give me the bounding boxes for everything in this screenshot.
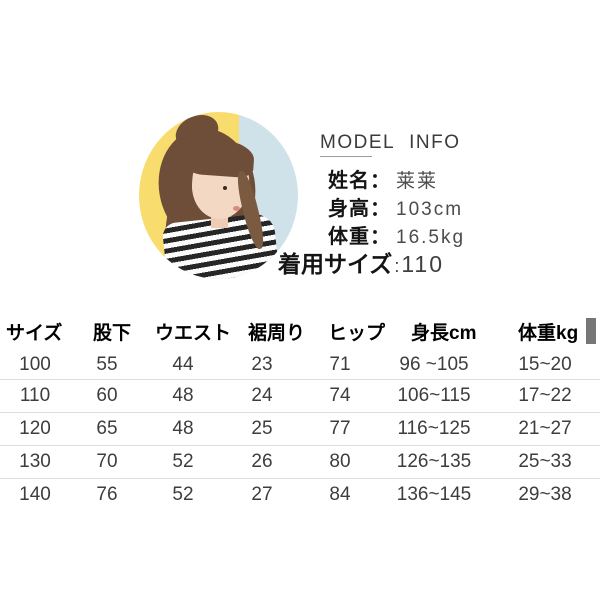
weight-value: 16.5kg xyxy=(396,227,466,248)
cell: 25~33 xyxy=(490,445,600,479)
model-info-underline xyxy=(320,156,372,157)
col-header-size: サイズ xyxy=(6,322,63,344)
cell: 80 xyxy=(302,445,378,479)
cell: 29~38 xyxy=(518,483,572,505)
cell: 21~27 xyxy=(490,412,600,446)
cell: 100 xyxy=(0,346,70,380)
cell: 26 xyxy=(222,445,302,479)
model-info-name-row: 姓名： 莱莱 xyxy=(328,164,438,192)
table-row: 130 70 52 26 80 126~135 25~33 xyxy=(0,445,600,479)
cell: 25 xyxy=(222,412,302,446)
cell: 110 xyxy=(0,379,70,413)
cell: 140 xyxy=(19,483,51,505)
table-header-row: サイズ 股下 ウエスト 裾周り ヒップ 身長cm 体重kg xyxy=(0,316,600,346)
name-label: 姓名： xyxy=(328,170,391,192)
cell: 116~125 xyxy=(378,412,490,446)
cell: 48 xyxy=(144,412,222,446)
table-row: 100 55 44 23 71 96 ~105 15~20 xyxy=(0,346,600,380)
cell: 74 xyxy=(302,379,378,413)
cell: 52 xyxy=(172,483,194,505)
table-row: 110 60 48 24 74 106~115 17~22 xyxy=(0,379,600,413)
cell: 106~115 xyxy=(378,379,490,413)
wear-size-row: 着用サイズ : 110 xyxy=(278,245,444,279)
cell: 77 xyxy=(302,412,378,446)
wear-size-label: 着用サイズ xyxy=(278,251,393,277)
cell: 23 xyxy=(222,346,302,380)
col-header-hem: 裾周り xyxy=(248,322,306,344)
cell: 130 xyxy=(0,445,70,479)
table-row: 140 76 52 27 84 136~145 29~38 xyxy=(0,478,600,511)
cell: 27 xyxy=(251,483,273,505)
model-info-height-row: 身高： 103cm xyxy=(328,192,463,220)
weight-label: 体重： xyxy=(328,226,391,248)
cell: 60 xyxy=(70,379,144,413)
model-photo xyxy=(139,112,298,279)
cell: 52 xyxy=(144,445,222,479)
wear-size-colon: : xyxy=(394,256,400,276)
cell: 15~20 xyxy=(490,346,600,380)
wear-size-value: 110 xyxy=(401,251,444,277)
cell: 76 xyxy=(96,483,118,505)
cell: 71 xyxy=(302,346,378,380)
model-info-weight-row: 体重： 16.5kg xyxy=(328,220,465,248)
cell: 136~145 xyxy=(396,483,472,505)
cell: 24 xyxy=(222,379,302,413)
cell: 126~135 xyxy=(378,445,490,479)
col-header-height: 身長cm xyxy=(411,322,477,344)
model-info-title: MODEL INFO xyxy=(320,132,461,153)
name-value: 莱莱 xyxy=(396,171,439,192)
cell: 48 xyxy=(144,379,222,413)
col-header-inseam: 股下 xyxy=(93,322,132,344)
col-header-hip: ヒップ xyxy=(328,322,386,344)
cell: 96 ~105 xyxy=(378,346,490,380)
cell: 17~22 xyxy=(490,379,600,413)
girl-mouth xyxy=(233,206,240,211)
cell: 44 xyxy=(144,346,222,380)
table-header-endcap xyxy=(586,318,596,344)
cell: 120 xyxy=(0,412,70,446)
table-row: 120 65 48 25 77 116~125 21~27 xyxy=(0,412,600,446)
girl-eye-left xyxy=(223,186,227,190)
cell: 70 xyxy=(70,445,144,479)
col-header-weight: 体重kg xyxy=(518,322,579,344)
height-label: 身高： xyxy=(328,198,391,220)
col-header-waist: ウエスト xyxy=(155,322,232,344)
cell: 84 xyxy=(329,483,351,505)
size-chart-table: サイズ 股下 ウエスト 裾周り ヒップ 身長cm 体重kg 100 55 44 … xyxy=(0,316,600,511)
cell: 55 xyxy=(70,346,144,380)
height-value: 103cm xyxy=(396,199,464,220)
cell: 65 xyxy=(70,412,144,446)
